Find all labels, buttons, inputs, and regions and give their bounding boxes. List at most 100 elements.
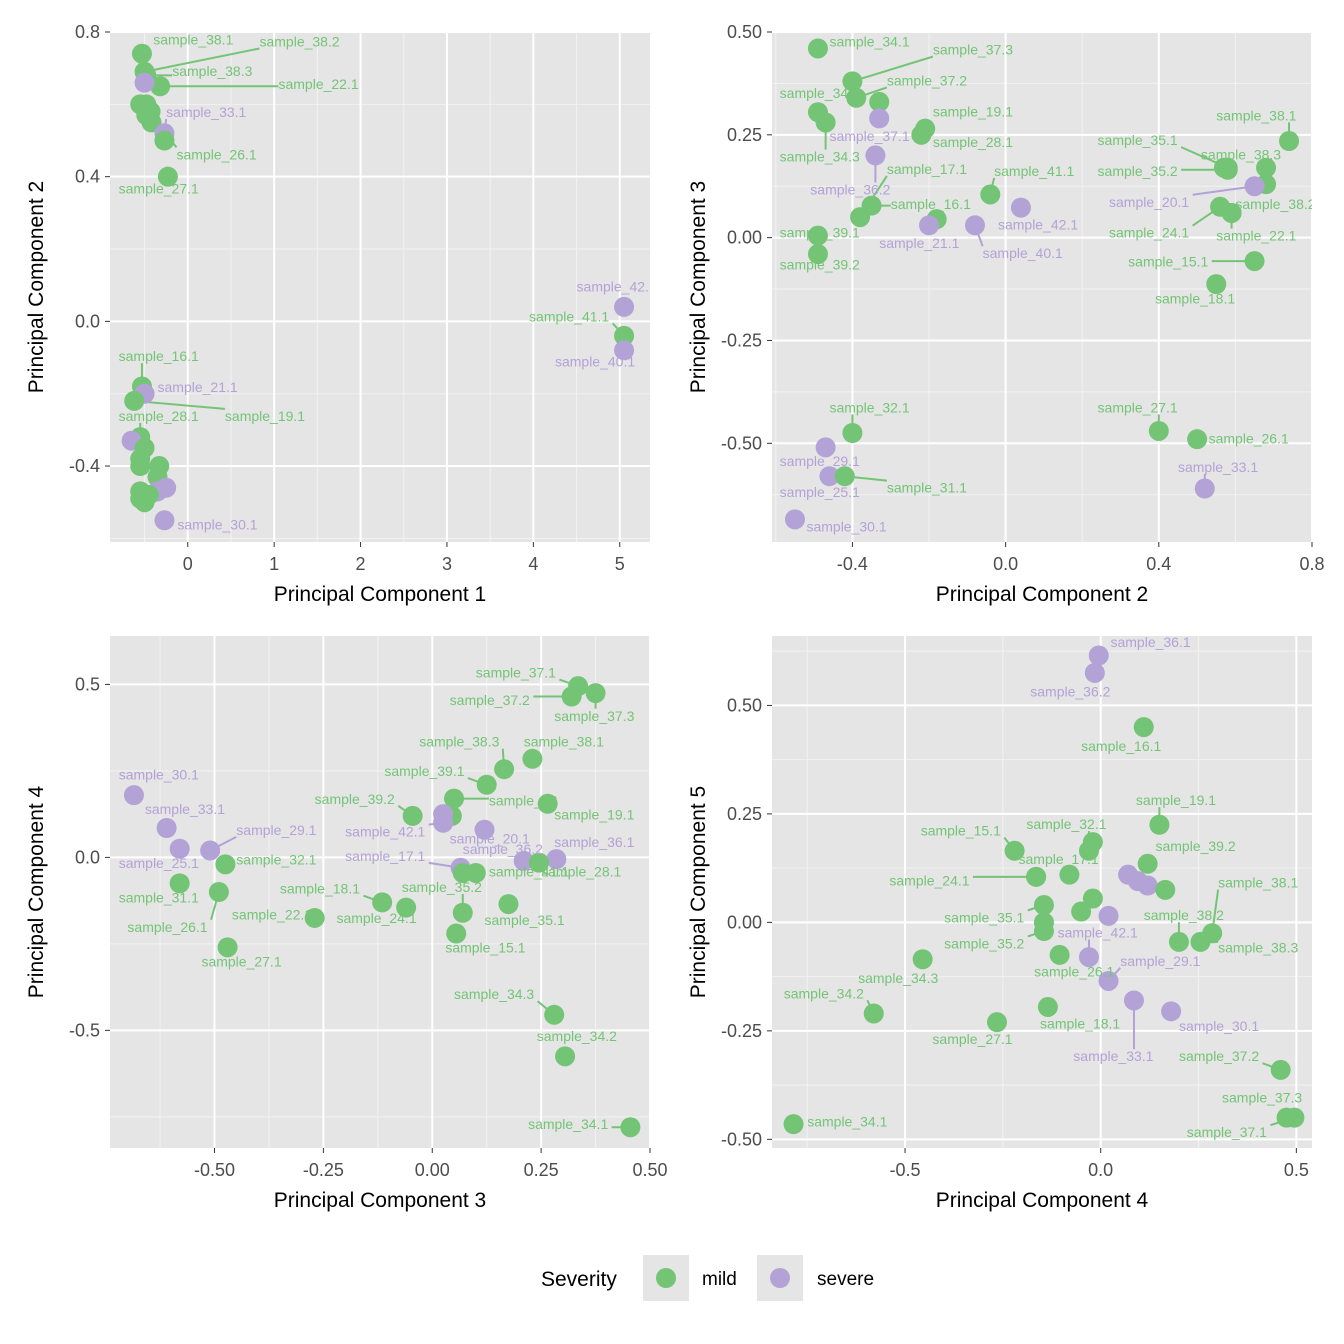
point-label: sample_35.2 xyxy=(402,879,482,895)
point-label: sample_30.1 xyxy=(806,519,886,535)
point-mild xyxy=(1187,429,1208,450)
point-mild xyxy=(522,748,543,769)
point-mild xyxy=(452,862,473,883)
point-mild xyxy=(1033,895,1054,916)
point-severe xyxy=(865,145,886,166)
point-label: sample_28.1 xyxy=(119,408,199,424)
point-label: sample_25.1 xyxy=(119,855,199,871)
point-label: sample_16.1 xyxy=(119,348,199,364)
point-severe xyxy=(154,510,175,531)
point-mild xyxy=(911,124,932,145)
point-label: sample_38.3 xyxy=(1201,147,1281,163)
point-mild xyxy=(1155,879,1176,900)
point-mild xyxy=(444,788,465,809)
point-label: sample_37.1 xyxy=(1187,1124,1267,1140)
point-severe xyxy=(546,849,567,870)
point-label: sample_30.1 xyxy=(177,517,257,533)
point-label: sample_29.1 xyxy=(780,453,860,469)
point-label: sample_38.2 xyxy=(1144,907,1224,923)
point-severe xyxy=(474,819,495,840)
point-label: sample_15.1 xyxy=(1128,253,1208,269)
y-tick-label: -0.4 xyxy=(69,456,100,476)
point-mild xyxy=(154,130,175,151)
x-axis-title: Principal Component 2 xyxy=(936,583,1148,606)
point-severe xyxy=(1194,478,1215,499)
x-axis-title: Principal Component 1 xyxy=(274,583,486,606)
point-label: sample_33.1 xyxy=(1073,1048,1153,1064)
point-label: sample_38.3 xyxy=(419,734,499,750)
point-label: sample_42.1 xyxy=(577,278,657,294)
legend: Severity mild severe xyxy=(541,1255,874,1301)
point-label: sample_22.1 xyxy=(232,907,312,923)
point-label: sample_33.1 xyxy=(166,104,246,120)
point-severe xyxy=(1088,645,1109,666)
y-tick-label: 0.50 xyxy=(727,22,762,42)
label-connector xyxy=(1192,185,1255,196)
x-tick-label: 0.25 xyxy=(524,1160,559,1180)
legend-title: Severity xyxy=(541,1268,617,1291)
point-mild xyxy=(842,71,863,92)
x-tick-label: 0.5 xyxy=(1284,1160,1309,1180)
point-severe xyxy=(919,215,940,236)
point-label: sample_35.1 xyxy=(1098,132,1178,148)
point-label: sample_37.3 xyxy=(1222,1089,1302,1105)
point-label: sample_37.1 xyxy=(476,665,556,681)
legend-label-severe: severe xyxy=(817,1269,874,1290)
point-label: sample_20.1 xyxy=(450,831,530,847)
point-mild xyxy=(208,882,229,902)
point-label: sample_19.1 xyxy=(933,103,1013,119)
point-label: sample_26.1 xyxy=(127,919,207,935)
points-layer: sample_37.1 sample_37.2 sample_37.3 sample_… xyxy=(119,665,641,1138)
points-layer: sample_38.1 sample_38.2 sample_38.3 sample_… xyxy=(119,32,657,533)
point-mild xyxy=(1270,1059,1291,1080)
point-label: sample_36.1 xyxy=(554,834,634,850)
point-label: sample_18.1 xyxy=(280,881,360,897)
x-tick-label: 0.00 xyxy=(415,1160,450,1180)
panel-background xyxy=(772,636,1312,1148)
point-severe xyxy=(156,818,177,838)
point-severe xyxy=(169,838,190,859)
x-tick-label: 2 xyxy=(356,554,366,574)
point-mild xyxy=(846,87,867,108)
x-tick-label: 0.4 xyxy=(1146,554,1171,574)
point-severe xyxy=(1161,1001,1182,1022)
y-tick-label: 0.00 xyxy=(727,228,762,248)
point-label: sample_26.1 xyxy=(1209,430,1289,446)
x-tick-label: 5 xyxy=(615,554,625,574)
point-mild xyxy=(134,492,155,513)
point-mild xyxy=(869,91,890,112)
point-mild xyxy=(1137,853,1158,874)
point-mild xyxy=(1217,159,1238,180)
point-label: sample_38.1 xyxy=(524,734,604,750)
point-severe xyxy=(964,215,985,236)
point-mild xyxy=(980,184,1001,205)
point-label: sample_35.2 xyxy=(1098,163,1178,179)
point-severe xyxy=(1098,905,1119,926)
y-axis-title: Principal Component 5 xyxy=(687,786,710,998)
point-label: sample_17.1 xyxy=(345,848,425,864)
point-label: sample_25.1 xyxy=(780,484,860,500)
point-mild xyxy=(215,854,236,875)
point-mild xyxy=(807,244,828,265)
point-label: sample_35.2 xyxy=(944,935,1024,951)
point-label: sample_15.1 xyxy=(921,823,1001,839)
point-label: sample_18.1 xyxy=(1040,1016,1120,1032)
point-label: sample_16.1 xyxy=(891,196,971,212)
point-label: sample_33.1 xyxy=(145,801,225,817)
point-label: sample_31.1 xyxy=(119,889,199,905)
point-severe xyxy=(134,72,155,93)
y-tick-label: -0.5 xyxy=(69,1020,100,1040)
point-mild xyxy=(1149,814,1170,835)
x-tick-label: 4 xyxy=(528,554,538,574)
point-label: sample_18.1 xyxy=(1155,290,1235,306)
panel-2: -0.4 0.0 0.4 0.8 -0.50 -0.25 0.00 0.25 0.50 Princ… xyxy=(687,22,1325,606)
point-label: sample_31.1 xyxy=(887,480,967,496)
point-mild xyxy=(537,793,558,814)
point-mild xyxy=(498,894,519,915)
point-label: sample_39.2 xyxy=(1155,838,1235,854)
point-mild xyxy=(1071,901,1092,922)
y-tick-label: 0.8 xyxy=(75,22,100,42)
point-severe xyxy=(123,785,144,806)
panel-4: -0.5 0.0 0.5 -0.50 -0.25 0.00 0.25 0.50 Principa… xyxy=(687,636,1312,1212)
